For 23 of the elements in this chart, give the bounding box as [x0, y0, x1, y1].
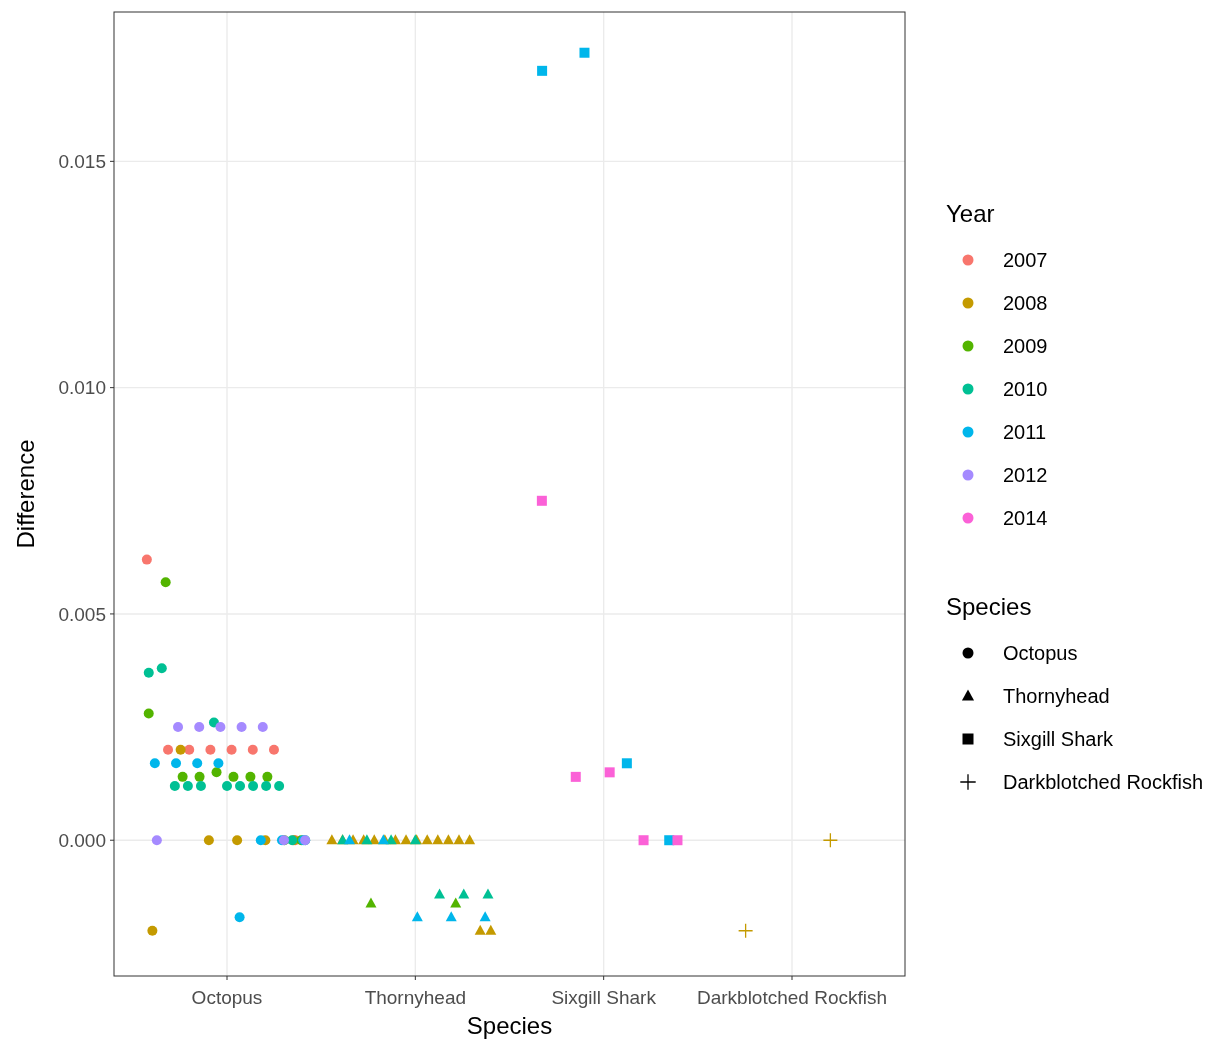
legend-title: Year [946, 200, 995, 227]
x-tick-label: Octopus [191, 987, 263, 1008]
legend-label: 2010 [1003, 378, 1048, 400]
legend-label: 2007 [1003, 249, 1048, 271]
category-label: Darkblotched Rockfish [1003, 771, 1204, 793]
y-tick-label: 0.000 [58, 829, 106, 851]
y-tick-label: 0.010 [58, 377, 106, 399]
x-tick-label: Darkblotched Rockfish [696, 987, 888, 1008]
category-label: Sixgill Shark [1003, 728, 1114, 750]
x-tick-label: Sixgill Shark [551, 987, 657, 1008]
category-label: Octopus [1003, 642, 1078, 664]
x-tick-label: Thornyhead [364, 987, 467, 1008]
text: Species [946, 593, 1032, 620]
legend-label: 2008 [1003, 292, 1048, 314]
x-axis-title: Species [466, 1012, 553, 1039]
category-label: Thornyhead [1003, 685, 1110, 707]
y-tick-label: 0.015 [58, 151, 106, 172]
y-axis-title: Difference [12, 439, 39, 549]
legend-label: 2009 [1003, 335, 1048, 357]
y-tick-label: 0.005 [58, 603, 106, 625]
legend-label: 2011 [1003, 421, 1047, 443]
legend-label: 2012 [1003, 464, 1048, 486]
legend-label: 2014 [1003, 507, 1048, 529]
